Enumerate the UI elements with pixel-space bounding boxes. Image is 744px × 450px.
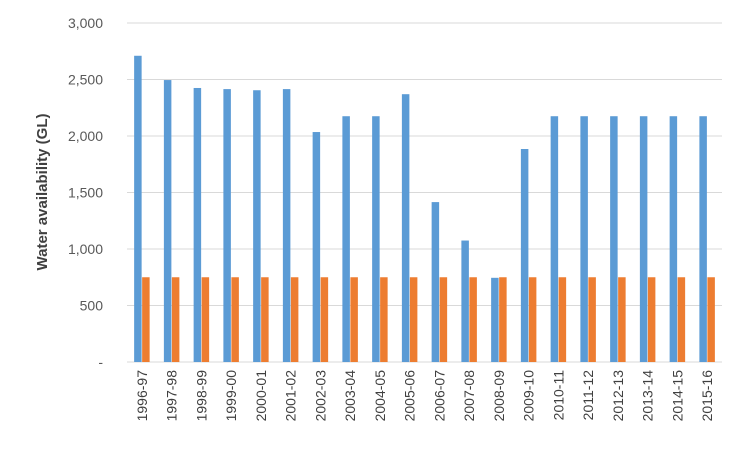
bar-2009-10-series-2 <box>528 277 537 362</box>
bar-2012-13-series-2 <box>618 277 626 362</box>
bar-2007-08-series-1 <box>461 240 469 362</box>
bar-2015-16-series-1 <box>699 116 707 362</box>
y-tick-label: 2,000 <box>68 128 103 144</box>
bar-2001-02-series-2 <box>290 277 299 362</box>
x-tick-label: 2011-12 <box>580 370 596 421</box>
bar-1996-97-series-2 <box>142 277 150 362</box>
x-axis-ticks: 1996-97 1997-98 1998-99 1999-00 2000-01 2001-… <box>134 370 715 422</box>
y-tick-label: 1,000 <box>68 241 103 257</box>
x-tick-label: 2007-08 <box>461 370 477 422</box>
y-axis-title: Water availability (GL) <box>34 114 51 271</box>
bar-2011-12-series-1 <box>580 116 588 362</box>
bar-2013-14-series-1 <box>639 116 648 362</box>
x-tick-label: 1999-00 <box>223 370 239 422</box>
bar-2010-11-series-1 <box>550 116 559 362</box>
bar-2006-07-series-2 <box>439 277 448 362</box>
y-tick-label: 2,500 <box>68 72 103 88</box>
bar-2003-04-series-1 <box>342 116 350 362</box>
bar-2014-15-series-2 <box>677 277 686 362</box>
x-tick-label: 2000-01 <box>253 370 269 422</box>
x-tick-label: 1997-98 <box>164 370 180 422</box>
bar-2015-16-series-2 <box>707 277 715 362</box>
gridlines <box>127 22 722 363</box>
bar-1999-00-series-1 <box>223 89 231 362</box>
bars <box>134 55 715 363</box>
bar-1999-00-series-2 <box>231 277 239 362</box>
bar-2002-03-series-1 <box>312 132 321 362</box>
y-tick-label: 500 <box>80 298 104 314</box>
x-tick-label: 2015-16 <box>699 370 715 422</box>
bar-2006-07-series-1 <box>431 202 440 362</box>
y-axis-ticks: - 500 1,000 1,500 2,000 2,500 3,000 <box>68 15 103 370</box>
bar-2011-12-series-2 <box>588 277 596 362</box>
bar-2004-05-series-2 <box>380 277 388 362</box>
x-tick-label: 2006-07 <box>431 370 447 422</box>
bar-1998-99-series-1 <box>193 87 202 362</box>
bar-2014-15-series-1 <box>669 116 678 362</box>
x-tick-label: 2013-14 <box>640 370 656 422</box>
x-tick-label: 2008-09 <box>491 370 507 422</box>
x-tick-label: 2014-15 <box>669 370 685 422</box>
x-tick-label: 2002-03 <box>312 370 328 422</box>
bar-1997-98-series-2 <box>171 277 180 362</box>
x-tick-label: 2001-02 <box>283 370 299 422</box>
bar-2004-05-series-1 <box>372 116 380 362</box>
bar-2003-04-series-2 <box>350 277 358 362</box>
bar-2008-09-series-2 <box>499 277 507 362</box>
bar-1998-99-series-2 <box>201 277 210 362</box>
x-tick-label: 2010-11 <box>550 370 566 421</box>
bar-2012-13-series-1 <box>610 116 618 362</box>
bar-2005-06-series-2 <box>409 277 418 362</box>
bar-1997-98-series-1 <box>163 80 172 362</box>
x-tick-label: 2012-13 <box>610 370 626 422</box>
x-tick-label: 2004-05 <box>372 370 388 422</box>
bar-2005-06-series-1 <box>401 94 410 362</box>
bar-2002-03-series-2 <box>320 277 329 362</box>
bar-2008-09-series-1 <box>491 277 499 362</box>
bar-2000-01-series-2 <box>261 277 269 362</box>
bar-2000-01-series-1 <box>253 90 261 363</box>
x-tick-label: 2003-04 <box>342 370 358 422</box>
bar-2013-14-series-2 <box>647 277 656 362</box>
x-tick-label: 1998-99 <box>193 370 209 422</box>
x-tick-label: 2005-06 <box>402 370 418 422</box>
x-tick-label: 2009-10 <box>521 370 537 422</box>
bar-2009-10-series-1 <box>520 149 529 362</box>
bar-2010-11-series-2 <box>558 277 567 362</box>
bar-2001-02-series-1 <box>282 89 291 362</box>
x-tick-label: 1996-97 <box>134 370 150 422</box>
bar-2007-08-series-2 <box>469 277 477 362</box>
y-tick-label: 3,000 <box>68 15 103 31</box>
y-tick-label: 1,500 <box>68 185 103 201</box>
y-tick-label: - <box>98 354 103 370</box>
bar-1996-97-series-1 <box>134 55 142 363</box>
